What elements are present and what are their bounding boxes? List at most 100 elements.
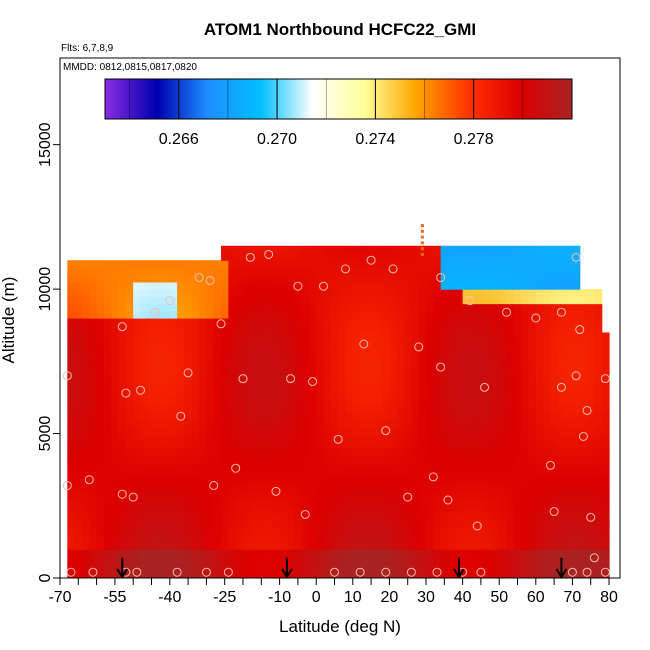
heatmap-cell <box>330 332 339 341</box>
heatmap-cell <box>374 332 383 341</box>
heatmap-cell <box>89 375 98 384</box>
heatmap-cell <box>396 390 405 399</box>
heatmap-cell <box>257 383 266 391</box>
heatmap-cell <box>316 296 325 305</box>
heatmap-cell <box>374 339 383 348</box>
heatmap-cell <box>389 383 398 391</box>
heatmap-cell <box>579 534 588 543</box>
heatmap-cell <box>206 448 215 456</box>
heatmap-cell <box>513 245 522 254</box>
sample-point <box>150 307 160 317</box>
heatmap-cell <box>294 296 303 305</box>
heatmap-cell <box>103 281 112 290</box>
heatmap-cell <box>550 368 559 377</box>
heatmap-cell <box>228 303 237 312</box>
heatmap-cell <box>316 520 325 529</box>
heatmap-cell <box>535 527 544 536</box>
heatmap-cell <box>118 462 127 471</box>
heatmap-cell <box>418 520 427 529</box>
heatmap-cell <box>587 484 595 492</box>
heatmap-cell <box>118 419 127 427</box>
heatmap-cell <box>103 375 112 384</box>
heatmap-cell <box>221 267 229 276</box>
heatmap-cell <box>543 325 552 334</box>
heatmap-cell <box>294 440 303 449</box>
heatmap-cell <box>199 462 208 471</box>
heatmap-cell <box>389 433 398 442</box>
heatmap-cell <box>418 390 427 399</box>
heatmap-cell <box>235 527 244 536</box>
heatmap-cell <box>184 556 193 565</box>
heatmap-cell <box>125 440 134 449</box>
colorbar-tick-label: 0.270 <box>257 131 297 148</box>
heatmap-cell <box>191 375 200 384</box>
heatmap-cell <box>177 513 186 521</box>
heatmap-cell <box>565 549 574 557</box>
heatmap-cell <box>74 267 83 276</box>
heatmap-cell <box>360 513 369 521</box>
heatmap-cell <box>601 505 610 514</box>
heatmap-cell <box>396 476 405 485</box>
heatmap-cell <box>316 527 325 536</box>
heatmap-cell <box>221 469 229 478</box>
heatmap-cell <box>301 375 310 384</box>
heatmap-cell <box>587 448 595 456</box>
heatmap-cell <box>308 318 317 326</box>
heatmap-cell <box>557 354 566 362</box>
heatmap-cell <box>440 440 449 449</box>
x-tick-label: -55 <box>103 589 126 606</box>
heatmap-cell <box>213 426 222 435</box>
heatmap-cell <box>491 549 500 557</box>
heatmap-cell <box>74 339 83 348</box>
heatmap-cell <box>221 563 229 572</box>
heatmap-cell <box>191 411 200 420</box>
heatmap-cell <box>572 296 581 305</box>
heatmap-cell <box>279 498 288 507</box>
heatmap-cell <box>294 476 303 485</box>
sample-point <box>205 275 215 285</box>
heatmap-cell <box>521 541 530 550</box>
heatmap-cell <box>579 433 588 442</box>
heatmap-cell <box>177 397 186 406</box>
heatmap-cell <box>601 462 610 471</box>
heatmap-cell <box>155 375 164 384</box>
heatmap-cell <box>455 245 464 254</box>
heatmap-cell <box>418 346 427 355</box>
heatmap-cell <box>572 433 581 442</box>
heatmap-cell <box>499 289 508 297</box>
heatmap-cell <box>96 498 105 507</box>
heatmap-cell <box>316 281 325 290</box>
heatmap-cell <box>367 332 376 341</box>
heatmap-cell <box>601 570 610 578</box>
heatmap-cell <box>169 383 178 391</box>
heatmap-cell <box>184 303 193 312</box>
heatmap-cell <box>477 563 486 572</box>
heatmap-cell <box>235 469 244 478</box>
heatmap-cell <box>133 281 142 290</box>
heatmap-cell <box>455 433 464 442</box>
heatmap-cell <box>345 419 354 427</box>
heatmap-cell <box>360 541 369 550</box>
heatmap-cell <box>374 310 383 319</box>
heatmap-cell <box>213 310 222 319</box>
heatmap-cell <box>264 505 273 514</box>
heatmap-cell <box>308 534 317 543</box>
heatmap-cell <box>74 281 83 290</box>
heatmap-cell <box>396 455 405 464</box>
heatmap-cell <box>133 513 142 521</box>
heatmap-cell <box>264 513 273 521</box>
heatmap-cell <box>206 310 215 319</box>
heatmap-cell <box>587 462 595 471</box>
heatmap-cell <box>257 368 266 377</box>
heatmap-cell <box>411 462 420 471</box>
heatmap-cell <box>191 505 200 514</box>
heatmap-cell <box>228 260 237 269</box>
heatmap-cell <box>404 513 412 521</box>
heatmap-cell <box>228 484 237 492</box>
heatmap-cell <box>330 296 339 305</box>
heatmap-cell <box>199 368 208 377</box>
heatmap-cell <box>301 476 310 485</box>
heatmap-cell <box>469 361 478 370</box>
heatmap-cell <box>382 476 391 485</box>
heatmap-cell <box>235 556 244 565</box>
